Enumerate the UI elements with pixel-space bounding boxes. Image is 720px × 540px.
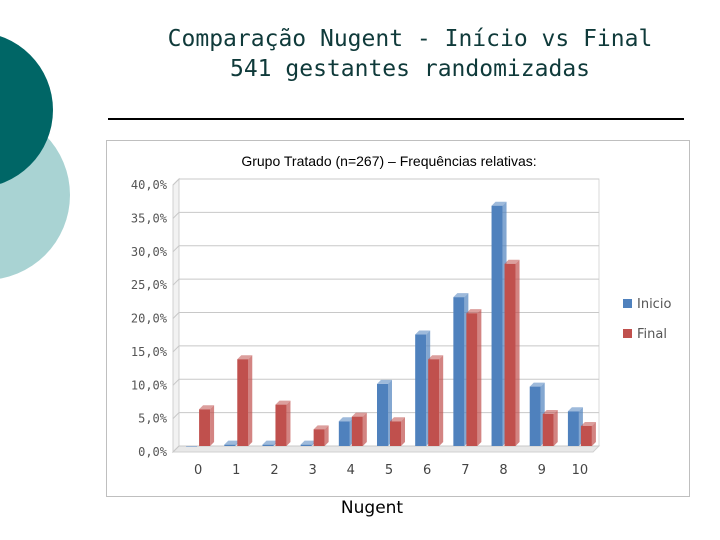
bar-side [439,355,444,446]
x-tick-label: 4 [347,463,355,478]
bar-inicio [262,444,274,446]
bar-inicio [186,446,198,447]
bar-side [591,421,596,446]
dark-circle-shape [0,36,53,184]
bar-top [453,293,469,298]
decorative-circles [0,36,70,279]
x-tick-label: 0 [194,463,202,478]
floor [171,445,601,453]
y-tick-label: 5,0% [138,412,168,426]
bar-chart: Grupo Tratado (n=267) – Frequências rela… [131,153,672,478]
title-divider [108,118,684,120]
bar-top [390,417,405,422]
bar-final [313,429,325,446]
gridline-diag [172,378,180,386]
y-tick-label: 20,0% [131,312,168,326]
bar-top [567,407,583,412]
slide-title-line1: Comparação Nugent - Início vs Final [167,26,653,52]
x-tick-label: 7 [461,463,469,478]
bar-inicio [491,205,503,446]
bar-top [529,382,545,387]
bar-top [428,355,444,360]
bar-top [338,417,354,422]
x-tick-label: 6 [423,463,431,478]
chart-title: Grupo Tratado (n=267) – Frequências rela… [241,153,536,169]
bar-final [504,263,516,446]
bar-final [390,421,401,446]
bar-inicio [300,444,312,446]
bar-final [237,359,249,446]
bar-inicio [224,444,236,446]
bar-side [286,400,291,446]
bar-top [377,379,392,384]
bar-top [415,330,431,335]
y-tick-label: 10,0% [131,378,168,392]
legend-swatch [623,329,632,338]
bar-final [351,416,363,446]
bar-top [199,405,215,410]
bar-inicio [453,297,465,446]
bar-top [580,421,596,426]
bar-inicio [415,334,427,446]
gridline-diag [172,278,180,286]
bar-final [466,313,478,446]
bar-final [428,359,440,446]
bar-side [324,425,329,446]
x-axis-label: Nugent [340,498,404,518]
bar-side [515,259,520,446]
bar-final [199,409,211,446]
x-tick-label: 3 [308,463,316,478]
x-tick-label: 5 [385,463,393,478]
bar-final [275,404,287,446]
bar-top [237,355,253,360]
y-tick-label: 35,0% [131,211,168,225]
bar-inicio [567,411,579,446]
bar-side [362,412,367,446]
bar-inicio [338,421,350,446]
legend-label: Inicio [637,297,671,312]
bar-final [542,413,554,446]
y-tick-label: 30,0% [131,245,168,259]
bar-inicio [529,386,541,446]
legend-swatch [623,299,632,308]
gridline-diag [172,178,180,186]
x-tick-label: 10 [572,463,589,478]
legend-label: Final [637,327,667,342]
x-tick-label: 8 [499,463,507,478]
x-tick-label: 2 [270,463,278,478]
gridline-diag [172,245,180,253]
gridline-diag [172,312,180,319]
bar-top [300,440,316,445]
bar-top [542,409,558,414]
y-tick-label: 40,0% [131,178,168,192]
bar-side [401,417,405,446]
bar-top [275,400,291,405]
bar-top [466,309,482,314]
bar-side [553,409,558,446]
gridline-diag [172,445,180,453]
slide-title-line2: 541 gestantes randomizadas [229,56,591,82]
gridline-diag [172,345,180,353]
chart-frame: Grupo Tratado (n=267) – Frequências rela… [106,140,690,497]
gridline-diag [172,412,180,419]
gridline-diag [172,212,180,219]
bar-side [477,309,482,446]
bar-top [491,201,507,206]
bar-top [313,425,329,430]
bar-top [351,412,367,417]
y-tick-label: 0,0% [138,445,168,459]
y-tick-label: 25,0% [131,278,168,292]
bar-top [224,440,240,445]
y-tick-label: 15,0% [131,345,168,359]
bar-side [248,355,253,446]
x-tick-label: 1 [232,463,240,478]
bar-final [580,425,592,446]
bar-inicio [377,383,388,446]
bar-side [210,405,215,446]
x-tick-label: 9 [538,463,546,478]
bar-top [262,440,278,445]
bar-top [504,259,520,264]
